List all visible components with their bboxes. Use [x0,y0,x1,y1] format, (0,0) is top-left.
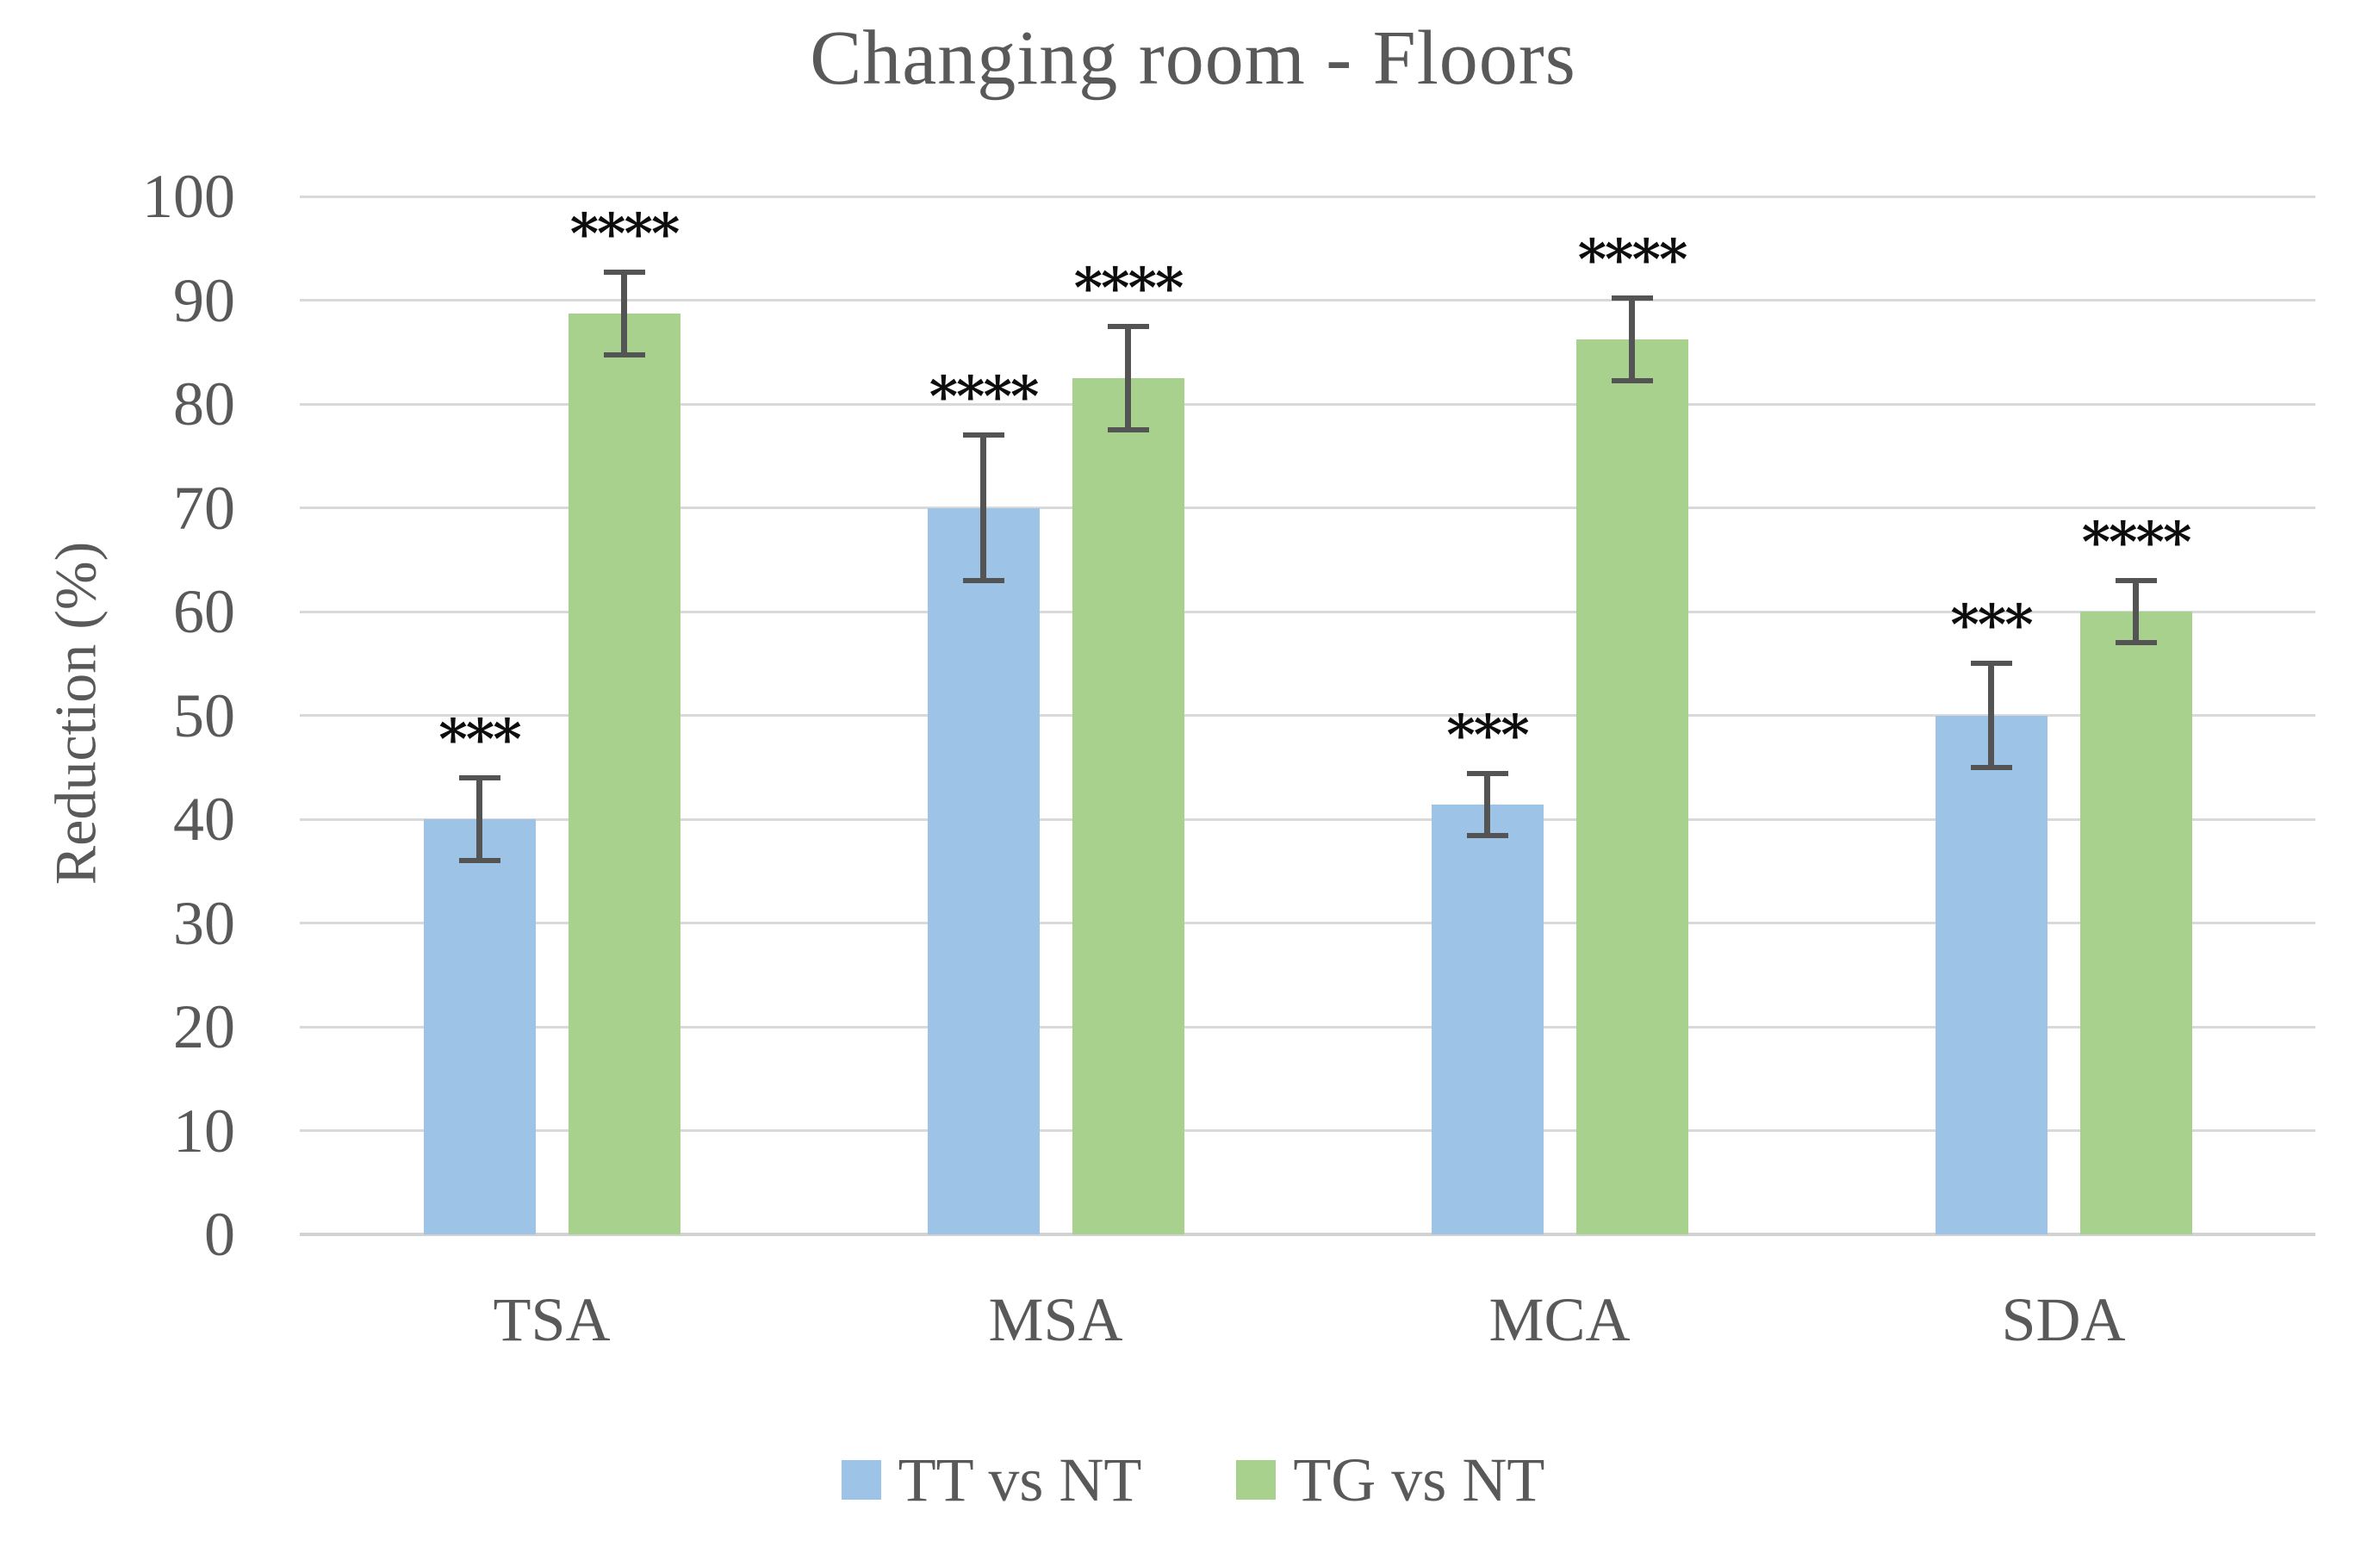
significance-stars: *** [438,706,521,772]
error-bar-whisker [1125,326,1131,431]
error-bar-cap-top [1107,323,1149,329]
error-bar-cap-bottom [1970,764,2012,770]
error-bar-cap-bottom [1611,378,1653,384]
error-bar-cap-top [2115,577,2157,583]
y-tick-label: 70 [173,473,235,543]
error-bar-whisker [980,435,986,581]
significance-stars: **** [2081,509,2192,575]
gridline [300,1129,2315,1132]
y-tick-label: 60 [173,577,235,646]
bar-MCA-TT-vs-NT [1431,805,1544,1234]
y-tick-label: 30 [173,888,235,958]
bar-TSA-TG-vs-NT [568,314,680,1234]
y-tick-label: 50 [173,681,235,750]
legend-label: TT vs NT [898,1445,1142,1514]
error-bar-cap-bottom [1466,833,1508,839]
significance-stars: *** [1446,702,1529,768]
bar-MSA-TT-vs-NT [927,507,1040,1234]
bar-MSA-TG-vs-NT [1072,377,1184,1234]
x-category-label: MSA [988,1285,1123,1354]
error-bar-cap-top [1611,295,1653,301]
error-bar-cap-top [1466,770,1508,776]
error-bar-whisker [2133,580,2139,643]
error-bar-cap-bottom [603,352,645,358]
gridline [300,195,2315,198]
x-axis-line [300,1233,2315,1236]
x-category-label: TSA [493,1285,611,1354]
bar-TSA-TT-vs-NT [423,819,536,1234]
error-bar-whisker [1629,298,1635,382]
legend-label: TG vs NT [1293,1445,1545,1514]
error-bar-whisker [621,271,627,356]
gridline [300,299,2315,301]
legend: TT vs NT TG vs NT [0,1445,2380,1514]
gridline [300,507,2315,509]
y-tick-label: 0 [204,1200,235,1269]
gridline [300,1025,2315,1029]
bar-MCA-TG-vs-NT [1575,339,1688,1234]
significance-stars: **** [569,201,680,266]
y-tick-label: 90 [173,265,235,335]
y-tick-label: 10 [173,1096,235,1165]
bar-SDA-TT-vs-NT [1935,715,2048,1234]
significance-stars: **** [1073,255,1184,320]
error-bar-whisker [476,777,482,861]
legend-item: TT vs NT [841,1445,1142,1514]
y-tick-label: 20 [173,992,235,1061]
y-tick-label: 40 [173,785,235,854]
gridline [300,402,2315,406]
error-bar-whisker [1988,663,1994,768]
x-category-label: SDA [2001,1285,2126,1354]
y-tick-label: 80 [173,370,235,438]
legend-item: TG vs NT [1236,1445,1544,1514]
error-bar-cap-top [962,432,1004,438]
significance-stars: **** [929,364,1040,430]
error-bar-cap-bottom [2115,640,2157,646]
legend-swatch-icon [1236,1460,1277,1500]
x-category-label: MCA [1488,1285,1631,1354]
significance-stars: *** [1950,593,2033,658]
error-bar-cap-top [1970,661,2012,667]
error-bar-cap-top [458,774,500,780]
chart-title: Changing room - Floors [810,16,1576,101]
gridline [300,817,2315,821]
error-bar-cap-bottom [1107,427,1149,433]
gridline [300,610,2315,613]
error-bar-cap-bottom [962,577,1004,583]
gridline [300,714,2315,717]
error-bar-whisker [1484,773,1490,836]
error-bar-cap-top [603,269,645,275]
y-tick-label: 100 [142,162,235,231]
error-bar-cap-bottom [458,858,500,864]
gridline [300,922,2315,924]
legend-swatch-icon [841,1460,881,1500]
bar-SDA-TG-vs-NT [2079,612,2192,1234]
significance-stars: **** [1577,227,1688,293]
